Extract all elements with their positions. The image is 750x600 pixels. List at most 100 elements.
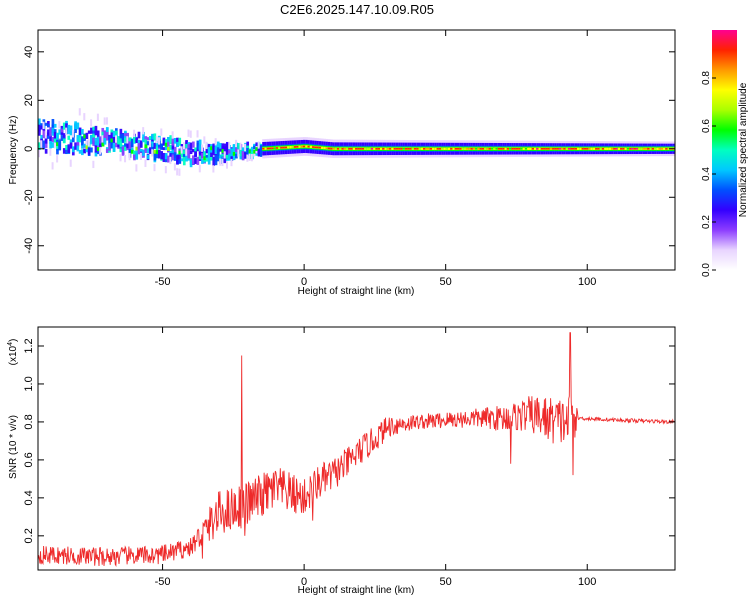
spectrogram-cell (524, 147, 528, 150)
spectrogram-cell (384, 147, 388, 150)
spectrogram-cell (490, 147, 494, 150)
spectrogram-cell (611, 147, 614, 150)
spectrogram-cell (302, 145, 306, 148)
spectrogram-cell (169, 153, 173, 159)
spectrogram-cell (167, 136, 170, 142)
x-tick-label: 0 (301, 276, 307, 288)
spectrogram-cell (325, 147, 329, 150)
spectrogram-cell (53, 141, 56, 149)
spectrogram-cell (205, 157, 209, 162)
spectrogram-cell (130, 149, 134, 154)
spectrogram-cell (60, 135, 64, 141)
spectrogram-cell (173, 146, 177, 153)
spectrogram-cell (99, 143, 102, 147)
spectrogram-cell (85, 132, 89, 139)
spectrogram-cell (554, 147, 557, 150)
spectrogram-cell (85, 145, 89, 150)
y-tick-label: -40 (23, 238, 35, 254)
spectrogram-cells (38, 108, 675, 176)
spectrogram-cell (115, 139, 118, 148)
spectrogram-cell (262, 147, 265, 150)
spectrogram-cell (563, 147, 567, 150)
spectrogram-cell (164, 142, 168, 147)
spectrogram-cell (481, 147, 485, 150)
spectrogram-cell (137, 142, 141, 151)
spectrogram-cell (212, 145, 216, 154)
spectrogram-cell (81, 136, 84, 146)
spectrogram-cell (497, 147, 501, 150)
snr-scale-label: (x104) (7, 339, 19, 366)
spectrogram-cell (103, 117, 106, 125)
spectrogram-cell (162, 137, 166, 141)
spectrogram-cell (76, 145, 80, 152)
colorbar-tick-label: 0.8 (701, 71, 712, 85)
spectrogram-cell (214, 154, 218, 159)
spectrogram-cell (44, 135, 48, 144)
spectrogram-cell (87, 130, 91, 134)
spectrogram-cell (192, 155, 195, 165)
spectrogram-cell (58, 129, 62, 135)
spectrogram-cell (169, 144, 173, 150)
spectrogram-cell (398, 147, 401, 150)
spectrogram-cell (223, 151, 226, 159)
spectrogram-cell (350, 147, 354, 150)
spectrogram-cell (635, 147, 639, 150)
spectrogram-cell (62, 133, 66, 139)
spectrogram-cell (56, 145, 59, 151)
spectrogram-cell (187, 129, 190, 137)
spectrogram-cell (119, 133, 123, 142)
spectrogram-cell (404, 147, 408, 150)
spectrogram-cell (255, 147, 259, 152)
spectrogram-cell (87, 139, 90, 147)
spectrogram-cell (601, 147, 605, 150)
spectrogram-cell (459, 147, 462, 150)
spectrogram-cell (74, 142, 77, 150)
spectrogram-cell (493, 147, 496, 150)
spectrogram-cell (253, 145, 256, 150)
spectrogram-cell (445, 147, 449, 150)
spectrogram-cell (232, 152, 236, 161)
spectrogram-cell (178, 159, 182, 164)
spectrogram-cell (452, 147, 456, 150)
spectrogram-cell (144, 159, 147, 167)
spectrogram-cell (76, 135, 80, 143)
snr-x-label: Height of straight line (km) (298, 585, 415, 596)
spectrogram-cell (198, 165, 201, 173)
spectrogram-cell (486, 147, 490, 150)
spectrogram-cell (103, 131, 107, 138)
spectrogram-cell (169, 156, 172, 165)
spectrogram-cell (581, 147, 585, 150)
spectrogram-cell (90, 127, 93, 134)
spectrogram-cell (119, 148, 123, 153)
spectrogram-cell (561, 147, 564, 150)
spectrogram-cell (90, 147, 93, 153)
spectrogram-cell (67, 124, 71, 135)
spectrogram-cell (67, 135, 71, 140)
spectrogram-cell (112, 142, 116, 152)
spectrogram-cell (241, 147, 245, 153)
spectrogram-cell (119, 154, 122, 162)
spectrogram-cell (314, 146, 317, 149)
spectrogram-cell (221, 148, 225, 153)
spectrogram-cell (355, 147, 358, 150)
spectrogram-cell (194, 147, 198, 152)
spectrogram-cell (162, 140, 166, 146)
spectrogram-cell (597, 147, 600, 150)
spectrogram-cell (167, 147, 171, 151)
spectrogram-cell (219, 158, 222, 166)
spectrogram-cell (164, 166, 167, 174)
spectrogram-cell (133, 129, 136, 137)
spectrogram-cell (121, 146, 125, 156)
spectrogram-cell (133, 154, 136, 161)
spectrogram-cell (180, 146, 183, 154)
spectrogram-cell (38, 142, 41, 151)
figure-title: C2E6.2025.147.10.09.R05 (280, 2, 434, 17)
spectrogram-cell (47, 129, 50, 136)
spectrogram-cell (56, 133, 59, 142)
spectrogram-cell (81, 145, 84, 149)
spectrogram-cell (108, 136, 111, 143)
spectrogram-cell (94, 144, 98, 153)
spectrogram-cell (257, 141, 260, 149)
spectrogram-cell (128, 137, 132, 142)
spectrogram-cell (85, 140, 88, 148)
